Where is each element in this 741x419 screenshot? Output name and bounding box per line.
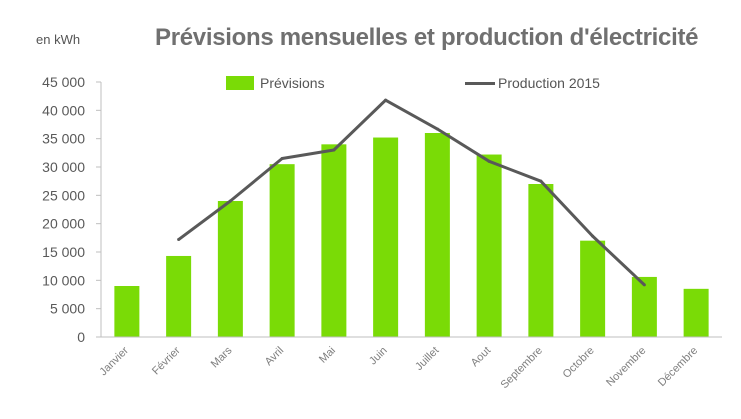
bar-previsions — [580, 240, 606, 337]
point-production-2015 — [487, 159, 491, 163]
x-tick-label: Mars — [209, 344, 235, 370]
point-production-2015 — [280, 157, 284, 160]
y-tick-label: 15 000 — [42, 244, 85, 260]
line-production-2015 — [177, 98, 646, 286]
bar-previsions — [476, 154, 502, 337]
x-tick-label: Février — [150, 344, 183, 377]
bar-previsions — [683, 288, 709, 337]
point-production-2015 — [177, 238, 181, 242]
bar-previsions — [217, 201, 243, 337]
y-tick-label: 10 000 — [42, 272, 85, 288]
legend-item-production: Production 2015 — [465, 75, 600, 91]
y-tick-label: 40 000 — [42, 102, 85, 118]
legend-label-previsions: Prévisions — [260, 75, 325, 91]
point-production-2015 — [642, 283, 646, 287]
x-tick-label: Aout — [469, 345, 493, 369]
legend-line-production — [465, 81, 495, 85]
y-tick-label: 35 000 — [42, 131, 85, 147]
point-production-2015 — [539, 179, 543, 183]
bar-previsions — [166, 255, 192, 337]
x-tick-label: Janvier — [97, 344, 131, 378]
bar-previsions — [373, 137, 399, 337]
point-production-2015 — [332, 148, 336, 152]
point-production-2015 — [228, 199, 232, 203]
x-tick-label: Octobre — [561, 345, 597, 381]
y-tick-label: 30 000 — [42, 159, 85, 175]
y-unit-label: en kWh — [36, 32, 81, 47]
legend-item-previsions: Prévisions — [226, 75, 325, 91]
y-tick-label: 0 — [77, 329, 85, 345]
bar-previsions — [424, 133, 450, 337]
y-tick-label: 25 000 — [42, 187, 85, 203]
point-production-2015 — [384, 98, 388, 102]
x-tick-label: Avril — [263, 345, 286, 368]
y-tick-label: 5 000 — [50, 301, 85, 317]
bar-previsions — [631, 276, 657, 337]
x-tick-label: Mai — [317, 345, 338, 366]
point-production-2015 — [435, 127, 439, 131]
chart-title: Prévisions mensuelles et production d'él… — [155, 24, 699, 51]
bar-previsions — [114, 286, 140, 337]
point-production-2015 — [591, 234, 595, 238]
y-tick-label: 45 000 — [42, 74, 85, 90]
y-tick-label: 20 000 — [42, 216, 85, 232]
x-tick-label: Septembre — [498, 345, 545, 392]
legend-swatch-previsions — [226, 76, 254, 90]
legend-label-production: Production 2015 — [498, 75, 600, 91]
bar-previsions — [269, 164, 295, 337]
bar-previsions — [528, 184, 554, 337]
x-tick-label: Décembre — [656, 345, 700, 389]
x-tick-label: Juin — [367, 345, 390, 368]
x-tick-label: Juillet — [413, 345, 441, 373]
bar-previsions — [321, 144, 347, 337]
x-tick-label: Novembre — [604, 345, 648, 389]
